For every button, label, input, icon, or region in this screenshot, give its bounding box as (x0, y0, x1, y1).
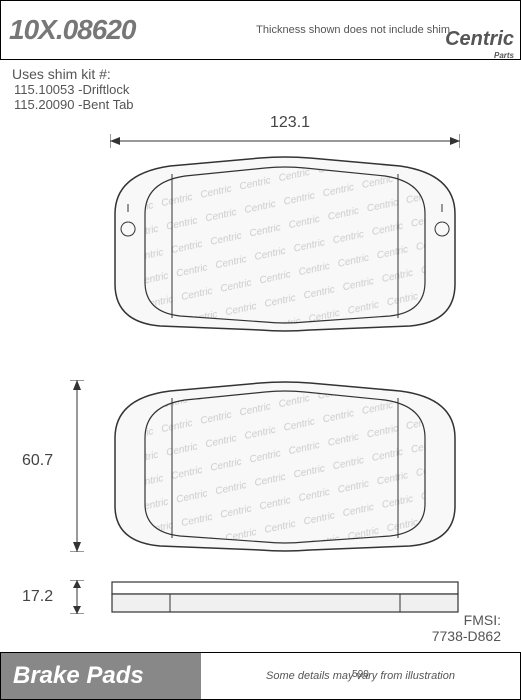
fmsi-block: FMSI: 7738-D862 (432, 612, 501, 644)
fmsi-value: 7738-D862 (432, 628, 501, 644)
pad-face-view: Centric (110, 154, 460, 332)
dim-thick-label: 17.2 (22, 588, 53, 606)
pad-side-view (110, 580, 460, 614)
thickness-note: Thickness shown does not include shim (256, 24, 450, 36)
logo-text: Centric (445, 28, 514, 50)
shim-code-0: 115.10053 (14, 82, 75, 97)
part-number: 10X.08620 (9, 14, 256, 46)
dim-width-label: 123.1 (270, 114, 310, 132)
shim-code-1: 115.20090 (14, 97, 75, 112)
footer-right: Some details may vary from illustration … (201, 670, 520, 682)
pad-height-view (110, 380, 460, 552)
brand-logo: Centric Parts (445, 28, 514, 60)
footer-bar: Brake Pads Some details may vary from il… (0, 652, 521, 700)
dim-width-line (110, 134, 460, 148)
header-left: 10X.08620 (1, 14, 256, 46)
dim-thick-line (70, 580, 84, 614)
dim-height-label: 60.7 (22, 452, 53, 470)
header-bar: 10X.08620 Thickness shown does not inclu… (0, 0, 521, 60)
shim-name-1: -Bent Tab (78, 97, 133, 112)
fmsi-label: FMSI: (432, 612, 501, 628)
shim-line-1: 115.20090 -Bent Tab (14, 97, 521, 112)
shim-title: Uses shim kit #: (12, 66, 521, 82)
shim-line-0: 115.10053 -Driftlock (14, 82, 521, 97)
footer-title: Brake Pads (1, 653, 201, 699)
shim-kit-block: Uses shim kit #: 115.10053 -Driftlock 11… (0, 60, 521, 112)
footer-num: 590 (352, 669, 369, 680)
shim-name-0: -Driftlock (78, 82, 129, 97)
technical-drawing: 123.1 Centric 60.7 17.2 (0, 112, 521, 652)
dim-height-line (70, 380, 84, 552)
logo-subtext: Parts (445, 51, 514, 60)
header-right: Thickness shown does not include shim Ce… (256, 24, 520, 36)
